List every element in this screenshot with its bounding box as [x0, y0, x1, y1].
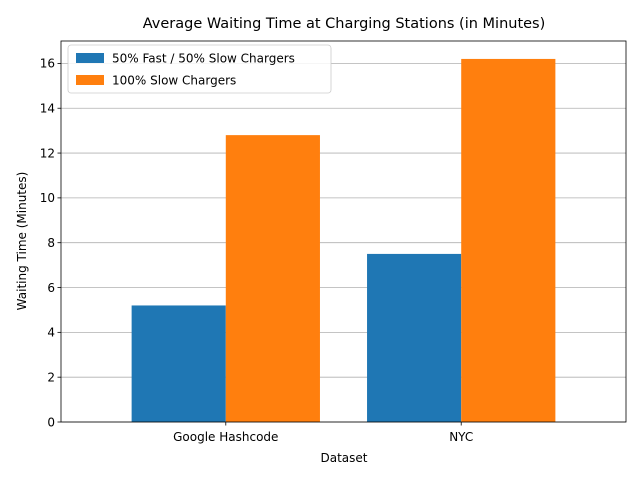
x-axis-label: Dataset	[321, 451, 368, 465]
legend-box	[67, 44, 332, 94]
y-tick-label: 2	[47, 370, 55, 384]
bar	[131, 305, 226, 422]
plot-frame	[60, 40, 627, 423]
bar	[367, 253, 462, 422]
bar	[461, 58, 556, 422]
y-tick-label: 0	[47, 415, 55, 429]
y-tick-label: 14	[40, 102, 55, 116]
bar	[225, 135, 320, 423]
y-tick-label: 6	[47, 281, 55, 295]
legend-swatch	[76, 75, 104, 85]
legend: 50% Fast / 50% Slow Chargers 100% Slow Ch…	[67, 44, 332, 94]
y-axis-ticks: 0 2 4 6 8 10 12 14 16	[40, 57, 61, 429]
y-axis-label: Waiting Time (Minutes)	[15, 172, 29, 311]
y-tick-label: 4	[47, 326, 55, 340]
y-tick-label: 12	[40, 146, 55, 160]
plot-border	[60, 40, 627, 423]
x-axis-ticks: Google Hashcode NYC	[173, 422, 473, 444]
x-tick-label: Google Hashcode	[173, 430, 278, 444]
legend-label: 50% Fast / 50% Slow Chargers	[112, 52, 295, 66]
legend-swatch	[76, 53, 104, 63]
y-tick-label: 16	[40, 57, 55, 71]
x-tick-label: NYC	[449, 430, 473, 444]
chart-title: Average Waiting Time at Charging Station…	[143, 16, 546, 32]
legend-label: 100% Slow Chargers	[112, 74, 236, 88]
bars	[131, 58, 556, 423]
y-tick-label: 10	[40, 191, 55, 205]
y-tick-label: 8	[47, 236, 55, 250]
